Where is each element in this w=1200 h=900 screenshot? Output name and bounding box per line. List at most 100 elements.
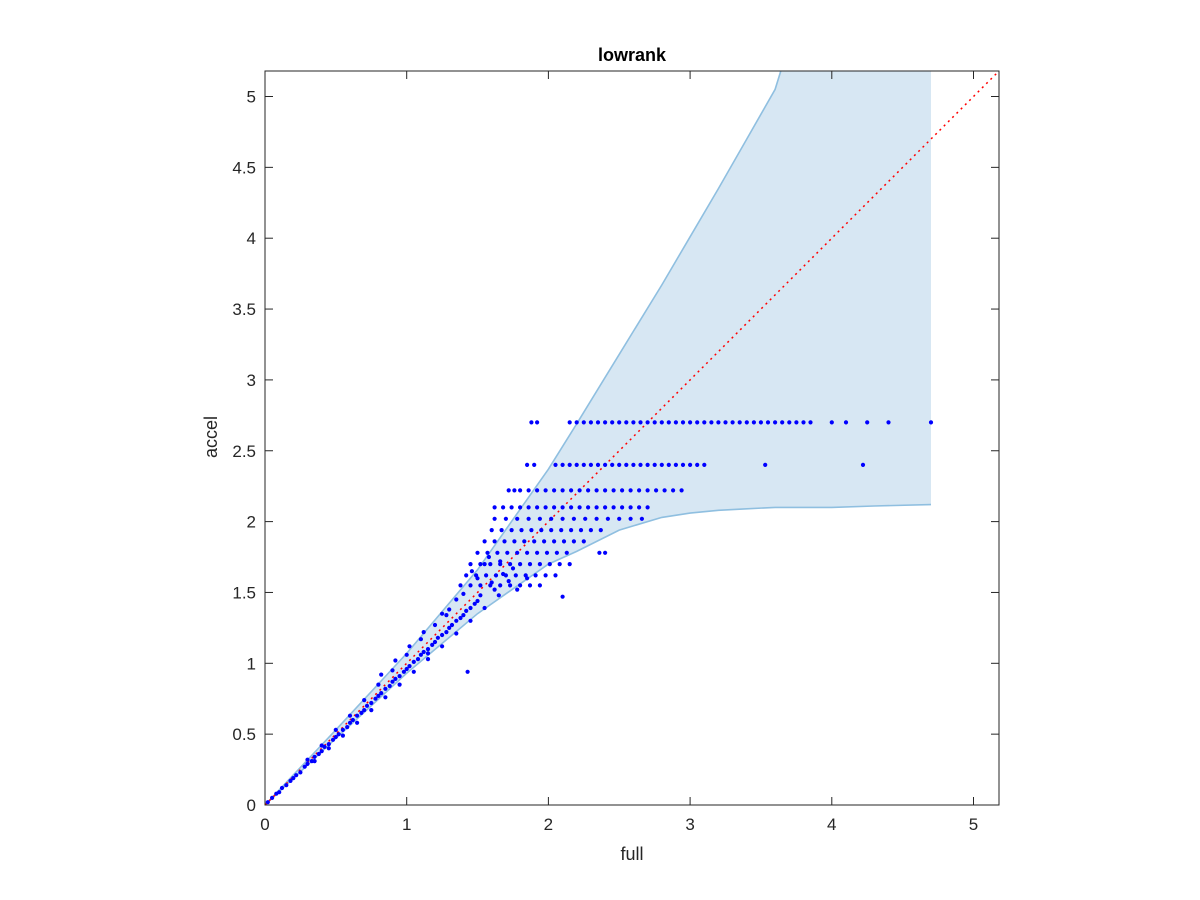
data-point [560, 462, 565, 467]
y-tick-label: 5 [247, 88, 256, 107]
data-point [533, 573, 538, 578]
data-point [567, 462, 572, 467]
data-point [347, 720, 353, 725]
x-tick-label: 1 [402, 815, 411, 834]
data-point [730, 420, 735, 425]
data-point [468, 618, 473, 623]
data-point [390, 668, 395, 673]
data-point [557, 562, 562, 567]
data-point [492, 539, 497, 544]
data-point [611, 488, 616, 493]
data-point [465, 669, 470, 674]
data-point [617, 420, 622, 425]
data-point [298, 770, 303, 775]
data-point [415, 657, 421, 662]
data-point [527, 583, 533, 588]
data-point [680, 420, 686, 425]
data-point [496, 593, 501, 598]
data-point [518, 505, 523, 510]
data-point [628, 505, 633, 510]
data-point [518, 583, 523, 588]
data-point [552, 539, 557, 544]
data-point [519, 528, 524, 533]
data-point [364, 703, 370, 708]
data-point [662, 488, 667, 493]
data-point [482, 605, 487, 611]
data-point [469, 569, 474, 574]
data-point [549, 516, 554, 521]
data-point [535, 488, 540, 493]
data-point [461, 591, 466, 597]
data-point [355, 713, 360, 718]
data-point [610, 462, 615, 467]
data-point [486, 554, 491, 560]
data-point [571, 539, 577, 544]
data-point [631, 420, 636, 425]
data-point [532, 539, 537, 544]
data-point [671, 488, 676, 493]
x-tick-label: 3 [685, 815, 694, 834]
data-point [702, 420, 707, 425]
data-point [454, 618, 459, 623]
data-point [421, 649, 426, 655]
data-point [843, 420, 849, 425]
data-point [639, 516, 645, 521]
data-point [288, 778, 293, 784]
data-point [709, 420, 714, 425]
y-axis-label: accel [201, 416, 221, 458]
data-point [523, 573, 528, 578]
data-point [430, 642, 435, 648]
data-point [432, 622, 438, 628]
data-point [373, 696, 378, 701]
data-point [478, 583, 483, 588]
data-point [603, 420, 608, 425]
data-point [407, 664, 412, 669]
data-point [319, 749, 324, 754]
data-point [461, 613, 466, 618]
data-point [350, 717, 355, 723]
data-point [860, 462, 866, 467]
data-point [597, 550, 602, 555]
data-point [695, 420, 700, 425]
data-point [581, 420, 586, 425]
data-point [552, 488, 557, 493]
y-tick-label: 0 [247, 796, 256, 815]
data-point [509, 505, 514, 510]
data-point [542, 539, 547, 544]
x-tick-label: 2 [544, 815, 553, 834]
data-point [577, 488, 582, 493]
data-point [265, 800, 270, 805]
data-point [515, 550, 520, 555]
data-point [571, 516, 577, 521]
data-point [529, 528, 534, 533]
data-point [628, 516, 633, 521]
data-point [506, 579, 511, 584]
reference-line [264, 70, 1000, 806]
data-point [435, 635, 440, 640]
data-point [305, 761, 310, 767]
data-point [525, 550, 530, 555]
data-point [652, 420, 657, 425]
data-point [773, 420, 778, 425]
data-point [482, 539, 487, 544]
data-point [425, 651, 431, 656]
data-point [291, 776, 296, 781]
data-point [387, 683, 392, 689]
y-tick-label: 4 [247, 229, 256, 248]
data-point [488, 583, 493, 588]
data-point [508, 583, 513, 588]
data-point [716, 420, 721, 425]
data-point [645, 462, 650, 467]
data-point [474, 573, 479, 578]
data-point [574, 420, 579, 425]
data-point [560, 488, 565, 493]
data-point [478, 593, 483, 598]
data-point [340, 727, 345, 733]
data-point [553, 573, 558, 578]
data-point [620, 505, 625, 510]
data-point [543, 488, 548, 493]
data-point [631, 462, 636, 467]
data-point [645, 505, 650, 510]
data-point [535, 550, 540, 555]
